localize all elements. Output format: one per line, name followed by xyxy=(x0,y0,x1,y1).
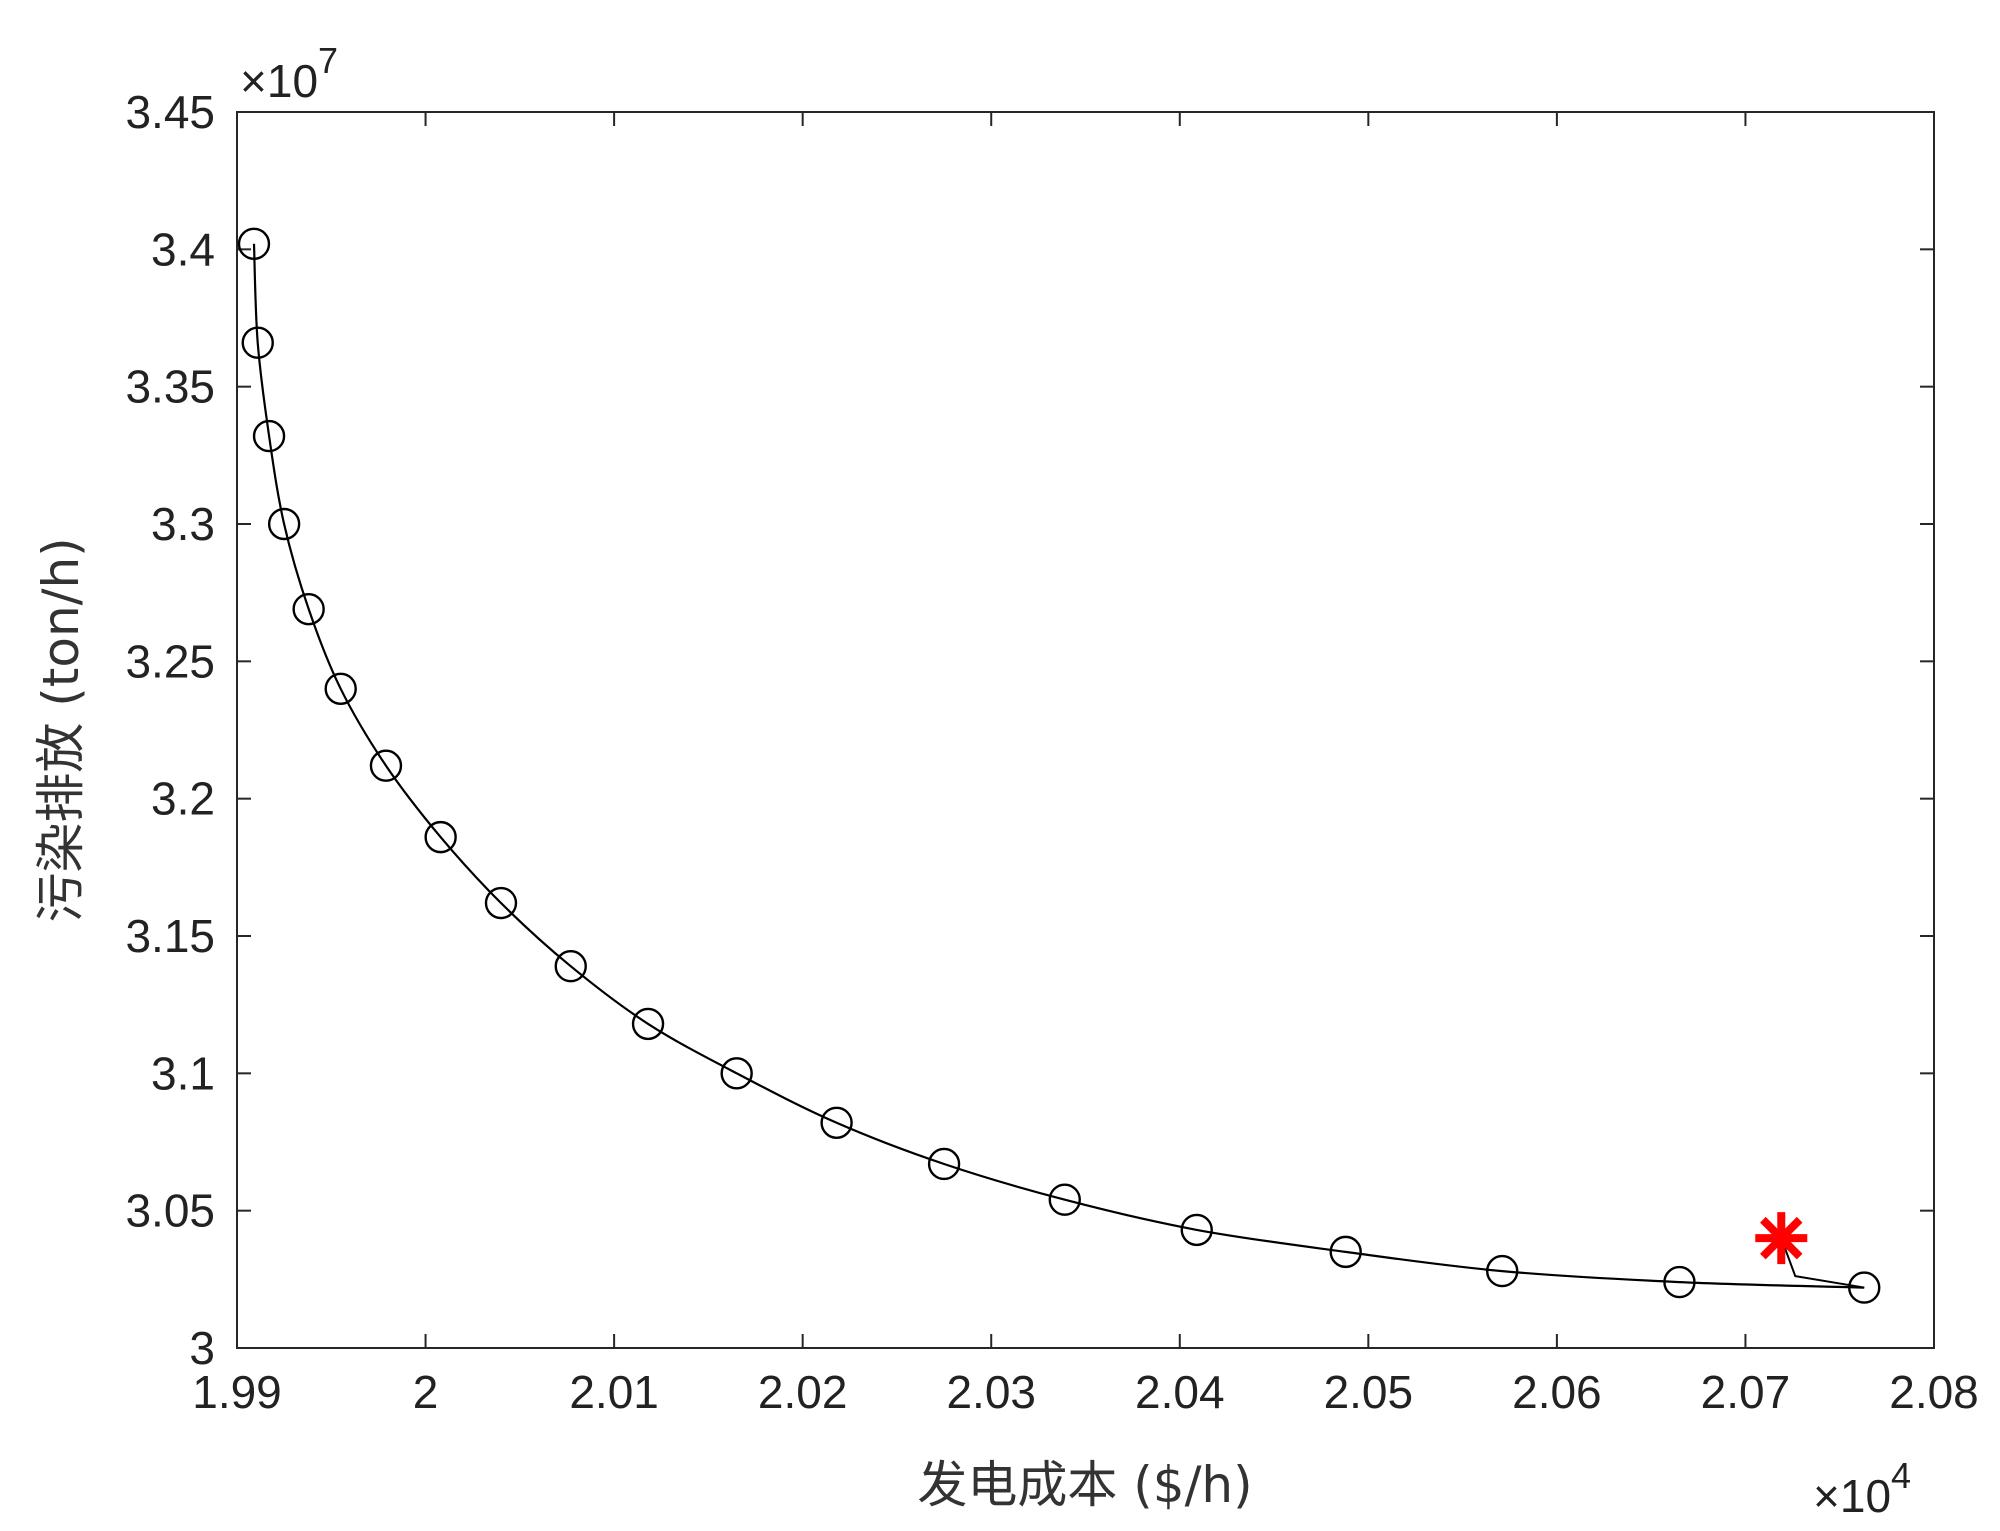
x-axis-label: 发电成本 ($/h) xyxy=(917,1456,1252,1514)
data-point-circle xyxy=(252,419,286,453)
data-point-circle xyxy=(324,672,357,705)
compromise-connector xyxy=(1780,1237,1865,1289)
data-point-circle xyxy=(820,1106,853,1139)
x-axis-multiplier: ×104 xyxy=(1813,1455,1911,1522)
data-point-circle xyxy=(554,950,587,983)
data-point-circle xyxy=(484,886,518,920)
x-tick-labels: 1.99 2 2.01 2.02 2.03 2.04 2.05 2.06 2.07 2.08 xyxy=(192,1366,1979,1418)
data-point-circle xyxy=(927,1147,961,1181)
data-point-circle xyxy=(241,326,274,359)
y-multiplier-base: ×10 xyxy=(240,55,318,107)
y-multiplier-exponent: 7 xyxy=(318,40,338,81)
y-tick-labels: 3 3.05 3.1 3.15 3.2 3.25 3.3 3.35 3.4 3.45 xyxy=(125,86,215,1374)
x-tick-label: 2.08 xyxy=(1889,1366,1979,1418)
data-point-circle xyxy=(1486,1254,1519,1288)
y-axis-label: 污染排放 (ton/h) xyxy=(32,537,90,922)
data-point-circle xyxy=(631,1007,665,1041)
x-multiplier-exponent: 4 xyxy=(1891,1455,1911,1496)
y-tick-label: 3 xyxy=(189,1322,215,1374)
data-point-circle xyxy=(369,749,403,782)
y-tick-label: 3.2 xyxy=(151,773,215,825)
data-point-circle xyxy=(424,820,457,854)
data-point-circle xyxy=(1048,1183,1081,1216)
x-tick-label: 2.07 xyxy=(1701,1366,1791,1418)
data-point-circle xyxy=(1663,1265,1696,1299)
y-tick-label: 3.45 xyxy=(125,86,215,138)
x-tick-label: 2.01 xyxy=(569,1366,659,1418)
y-tick-label: 3.1 xyxy=(151,1047,215,1099)
data-point-circle xyxy=(292,592,325,626)
data-point-circle xyxy=(237,227,271,261)
data-point-circle xyxy=(1329,1235,1362,1269)
x-tick-label: 1.99 xyxy=(192,1366,282,1418)
x-tick-label: 2.04 xyxy=(1135,1366,1225,1418)
best-compromise-asterisk xyxy=(1755,1212,1808,1265)
y-axis-multiplier: ×107 xyxy=(240,40,338,107)
y-tick-label: 3.35 xyxy=(125,361,215,413)
x-tick-label: 2 xyxy=(413,1366,439,1418)
x-multiplier-base: ×10 xyxy=(1813,1470,1891,1522)
data-point-circle xyxy=(1180,1213,1213,1247)
x-tick-label: 2.02 xyxy=(758,1366,848,1418)
x-tick-label: 2.06 xyxy=(1512,1366,1602,1418)
axis-ticks xyxy=(236,111,1935,1349)
y-tick-label: 3.4 xyxy=(151,223,215,275)
y-tick-label: 3.25 xyxy=(125,635,215,687)
y-tick-label: 3.15 xyxy=(125,910,215,962)
series-layer xyxy=(237,227,1881,1304)
data-point-circle xyxy=(720,1057,753,1090)
data-point-circle xyxy=(267,507,301,541)
x-tick-label: 2.03 xyxy=(946,1366,1036,1418)
x-tick-label: 2.05 xyxy=(1324,1366,1414,1418)
y-tick-label: 3.05 xyxy=(125,1185,215,1237)
y-tick-label: 3.3 xyxy=(151,498,215,550)
data-point-circle xyxy=(1848,1271,1881,1304)
plot-area-frame xyxy=(236,111,1935,1349)
pareto-front-line xyxy=(252,243,1865,1289)
